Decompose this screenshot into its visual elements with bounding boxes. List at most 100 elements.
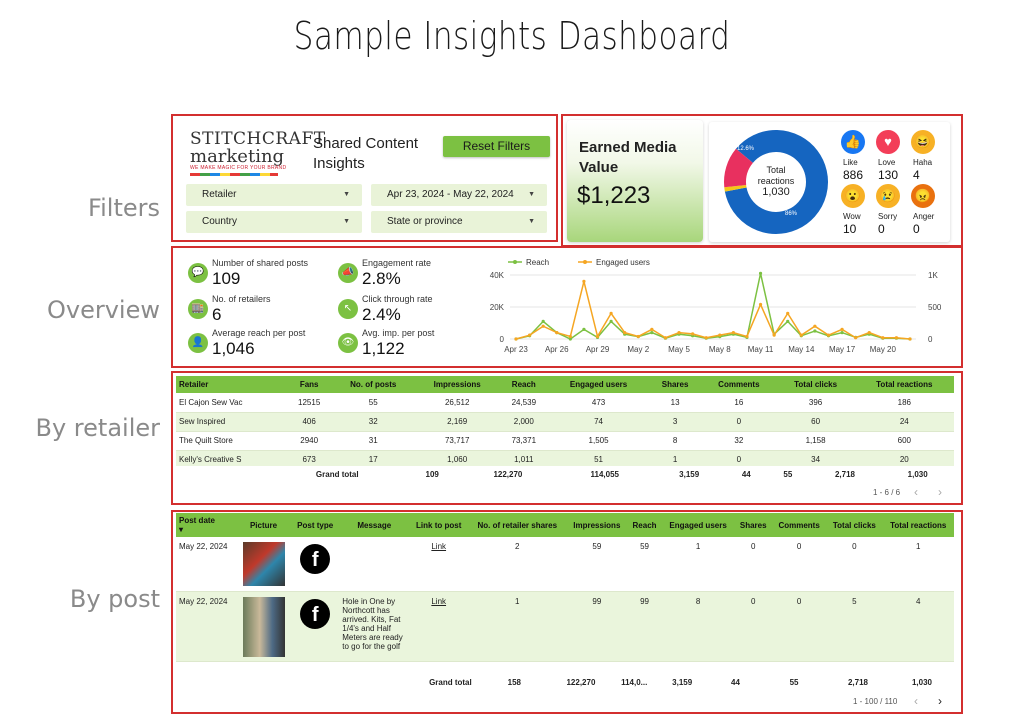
table-cell: 1 [882,537,954,592]
post-link[interactable]: Link [431,596,447,606]
column-header[interactable]: Total reactions [882,513,954,537]
data-point [813,324,817,328]
column-header[interactable]: Retailer [176,376,287,393]
data-point [582,327,586,331]
column-header[interactable]: No. of retailer shares [468,513,567,537]
column-header[interactable]: Reach [627,513,662,537]
data-point [813,329,817,333]
table-row[interactable]: Sew Inspired 406 32 2,169 2,000 74 3 0 60 24 [176,412,954,432]
table-cell: 186 [854,393,954,413]
column-header[interactable]: Picture [236,513,292,537]
column-header[interactable]: Comments [771,513,827,537]
column-header[interactable]: Fans [286,376,332,393]
reset-filters-button[interactable]: Reset Filters [443,136,550,157]
column-header[interactable]: Impressions [566,513,628,537]
donut-slice-like [724,130,828,234]
next-page-icon[interactable]: › [938,485,942,499]
column-header[interactable]: Engaged users [548,376,650,393]
date-range-filter[interactable]: Apr 23, 2024 - May 22, 2024 ▼ [371,184,547,206]
x-tick-label: May 8 [709,345,731,354]
column-header[interactable]: Message [339,513,410,537]
table-cell: May 22, 2024 [176,591,236,662]
table-cell: 13 [649,393,702,413]
retailer-pager-text: 1 - 6 / 6 [873,488,901,497]
table-cell: 32 [331,412,415,432]
column-header[interactable]: Comments [701,376,777,393]
column-header[interactable]: Total clicks [776,376,855,393]
column-header[interactable]: Total clicks [826,513,883,537]
table-cell: 406 [286,412,332,432]
table-cell: 1,505 [548,431,650,451]
y-right-tick-label: 1K [928,271,938,280]
filters-heading: Shared Content Insights [313,134,418,174]
column-header[interactable]: Shares [649,376,702,393]
table-cell: 8 [661,591,735,662]
table-cell: 0 [701,450,777,466]
table-cell: 73,371 [499,431,549,451]
retailer-filter[interactable]: Retailer ▼ [186,184,362,206]
date-range-label: Apr 23, 2024 - May 22, 2024 [387,189,514,200]
data-point [854,336,858,340]
section-label-by-post: By post [69,585,160,613]
x-tick-label: May 5 [668,345,690,354]
data-point [840,327,844,331]
column-header[interactable]: Shares [734,513,772,537]
retailer-table: Retailer Fans No. of posts Impressions Reach… [176,376,954,466]
total-cell: 44 [741,470,751,479]
table-cell: 673 [286,450,332,466]
post-total-table: Grand total 158 122,270 114,0... 3,159 44 55 2,… [176,673,954,692]
table-cell: 73,717 [414,431,500,451]
prev-page-icon[interactable]: ‹ [914,485,918,499]
data-point [731,331,735,335]
data-point [786,311,790,315]
by-post-frame [171,510,963,714]
table-row[interactable]: The Quilt Store 2940 31 73,717 73,371 1,505 8 3… [176,431,954,451]
post-thumbnail-image[interactable] [242,542,285,586]
x-tick-label: May 20 [870,345,897,354]
country-filter-label: Country [202,216,238,227]
table-cell: 0 [771,537,827,592]
love-icon: ♥ [876,130,900,154]
total-cell: 55 [783,470,793,479]
person-icon: 👤 [188,333,208,353]
table-row[interactable]: May 22, 2024 f Link 2 59 59 1 0 0 0 1 [176,537,954,592]
prev-page-icon[interactable]: ‹ [914,694,918,708]
table-row[interactable]: El Cajon Sew Vac 12515 55 26,512 24,539 473 13… [176,393,954,413]
post-thumbnail-image[interactable] [242,596,285,657]
country-filter[interactable]: Country ▼ [186,211,362,233]
table-cell: Link [409,591,469,662]
reaction-count: 0 [878,222,885,236]
reaction-label: Sorry [878,212,898,221]
post-link[interactable]: Link [431,542,447,551]
table-cell: 24 [854,412,954,432]
x-tick-label: Apr 29 [586,345,610,354]
kpi-label: Avg. imp. per post [362,328,435,338]
table-row[interactable]: May 22, 2024 f Hole in One by Northcott ha… [176,591,954,662]
table-cell: 99 [627,591,662,662]
column-header[interactable]: Impressions [414,376,500,393]
column-header[interactable]: Engaged users [661,513,735,537]
state-filter[interactable]: State or province ▼ [371,211,547,233]
column-header[interactable]: Post date ▾ [176,513,236,537]
post-pager-text: 1 - 100 / 110 [853,697,898,706]
table-row[interactable]: Kelly's Creative S 673 17 1,060 1,011 51 1 0 34 2… [176,450,954,466]
data-point [609,311,613,315]
column-header[interactable]: Total reactions [854,376,954,393]
legend-marker [583,260,587,264]
column-header[interactable]: Reach [499,376,549,393]
next-page-icon[interactable]: › [938,694,942,708]
data-point [541,319,545,323]
emv-label-line2: Value [579,159,619,176]
data-point [514,337,518,341]
filters-heading-line2: Insights [313,155,365,172]
total-cell: 1,030 [911,678,932,687]
kpi-label: Engagement rate [362,258,432,268]
state-filter-label: State or province [387,216,463,227]
reactions-donut-chart [724,130,828,234]
column-header[interactable]: No. of posts [331,376,415,393]
column-header[interactable]: Link to post [409,513,469,537]
table-cell: The Quilt Store [176,431,287,451]
column-header[interactable]: Post type [291,513,340,537]
grand-total-row: Grand total 109 122,270 114,055 3,159 44 55 2,7… [176,465,954,484]
sort-desc-icon[interactable]: ▾ [179,525,184,534]
